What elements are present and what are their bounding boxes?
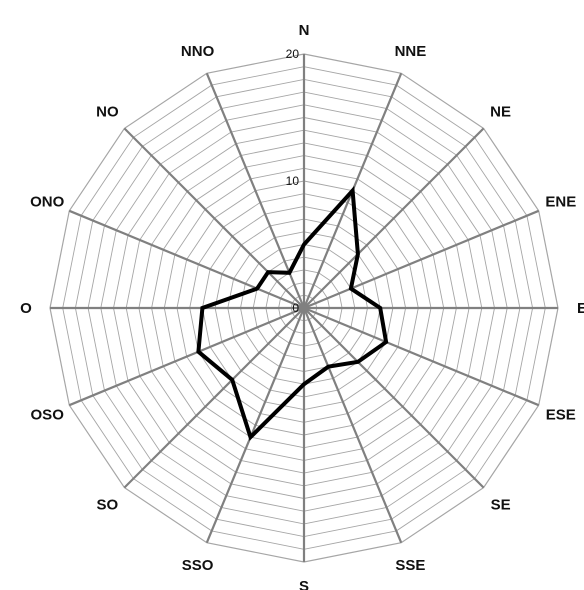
spoke-oso bbox=[68, 306, 305, 407]
direction-label-sso: SSO bbox=[182, 557, 214, 574]
direction-label-so: SO bbox=[97, 497, 119, 514]
tick-label: 10 bbox=[286, 174, 300, 188]
direction-labels: N NNE NE ENE E ESE SE SSE S SSO SO OSO O ONO NO NNO bbox=[20, 22, 584, 590]
spoke-so bbox=[123, 307, 305, 489]
direction-label-e: E bbox=[577, 300, 584, 317]
tick-label: 0 bbox=[292, 301, 299, 315]
spokes bbox=[50, 54, 558, 562]
direction-label-o: O bbox=[20, 300, 32, 317]
spoke-sse bbox=[302, 307, 403, 544]
tick-label: 20 bbox=[286, 47, 300, 61]
direction-label-s: S bbox=[299, 578, 309, 590]
spoke-se bbox=[303, 307, 485, 489]
tick-labels: 0 10 20 bbox=[286, 47, 300, 315]
direction-label-se: SE bbox=[491, 497, 511, 514]
direction-label-sse: SSE bbox=[395, 557, 425, 574]
direction-label-ono: ONO bbox=[30, 194, 65, 211]
spoke-nno bbox=[205, 72, 306, 309]
direction-label-nne: NNE bbox=[395, 43, 427, 60]
series-layer bbox=[196, 185, 389, 441]
spoke-sso bbox=[205, 307, 306, 544]
direction-label-ese: ESE bbox=[546, 406, 576, 423]
direction-label-oso: OSO bbox=[31, 406, 65, 423]
direction-label-ne: NE bbox=[490, 103, 511, 120]
spoke-no bbox=[123, 127, 305, 309]
spoke-ne bbox=[303, 127, 485, 309]
direction-label-n: N bbox=[299, 22, 310, 39]
spoke-ono bbox=[68, 209, 305, 310]
direction-label-no: NO bbox=[96, 103, 119, 120]
spoke-ene bbox=[303, 209, 540, 310]
direction-label-ene: ENE bbox=[545, 194, 576, 211]
spoke-ese bbox=[303, 306, 540, 407]
direction-label-nno: NNO bbox=[181, 43, 215, 60]
